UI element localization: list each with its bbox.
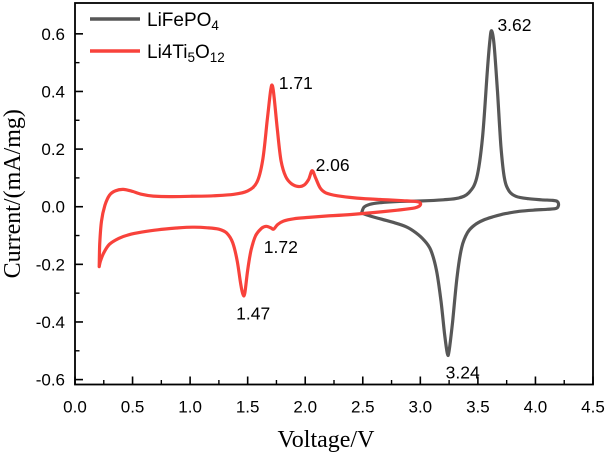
- curve-li4ti5o12: [97, 83, 423, 298]
- legend-label-lifepo4: LiFePO4: [147, 10, 219, 33]
- x-tick-label: 2.5: [351, 398, 375, 417]
- plot-frame: [74, 2, 594, 386]
- peak-annotation: 1.72: [264, 237, 298, 257]
- y-tick-label: 0.4: [41, 82, 65, 101]
- y-tick-label: 0.2: [41, 140, 65, 159]
- x-tick-label: 0.5: [121, 398, 145, 417]
- x-tick-label: 2.0: [293, 398, 317, 417]
- y-axis-label: Current/(mA/mg): [0, 109, 26, 278]
- x-tick-label: 0.0: [63, 398, 87, 417]
- peak-annotation: 1.47: [236, 303, 270, 323]
- y-tick-label: -0.2: [36, 255, 65, 274]
- legend-label-li4ti5o12: Li4Ti5O12: [147, 42, 225, 65]
- x-tick-label: 3.0: [409, 398, 433, 417]
- y-tick-label: -0.4: [36, 313, 65, 332]
- y-tick-label: 0.6: [41, 25, 65, 44]
- y-tick-label: -0.6: [36, 371, 65, 390]
- x-tick-label: 1.0: [178, 398, 202, 417]
- y-tick-label: 0.0: [41, 198, 65, 217]
- peak-annotation: 3.24: [446, 362, 480, 382]
- x-tick-label: 4.5: [581, 398, 605, 417]
- x-tick-label: 3.5: [466, 398, 490, 417]
- peak-annotation: 3.62: [497, 15, 531, 35]
- x-tick-label: 1.5: [236, 398, 260, 417]
- peak-annotation: 2.06: [316, 155, 350, 175]
- peak-annotation: 1.71: [279, 73, 313, 93]
- x-tick-label: 4.0: [524, 398, 548, 417]
- curve-lifepo4: [360, 29, 561, 358]
- x-axis-label: Voltage/V: [278, 427, 376, 453]
